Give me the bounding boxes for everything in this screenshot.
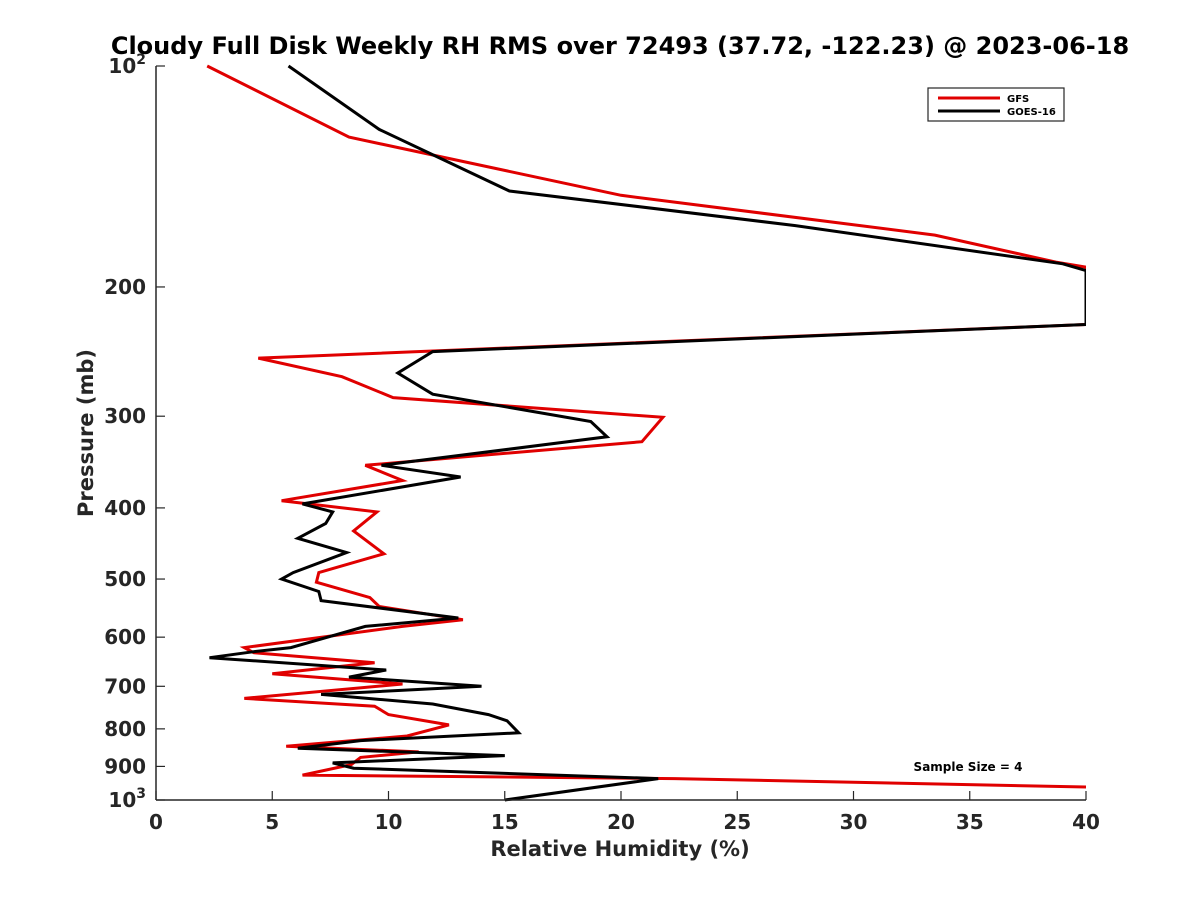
sample-size-annotation: Sample Size = 4 — [914, 760, 1023, 774]
x-tick-label: 30 — [840, 810, 868, 834]
x-tick-label: 40 — [1072, 810, 1100, 834]
series-line-goes-16 — [209, 64, 1086, 802]
y-tick-label: 700 — [104, 674, 146, 698]
legend-label-goes-16: GOES-16 — [1007, 107, 1056, 118]
y-tick-label: 200 — [104, 275, 146, 299]
y-tick-label: 800 — [104, 717, 146, 741]
y-axis-label: Pressure (mb) — [74, 349, 98, 517]
x-tick-label: 35 — [956, 810, 984, 834]
x-tick-label: 0 — [149, 810, 163, 834]
x-axis-label: Relative Humidity (%) — [490, 837, 749, 861]
y-tick-label: 300 — [104, 404, 146, 428]
x-tick-label: 20 — [607, 810, 635, 834]
y-tick-label: 102 — [108, 52, 146, 78]
series-layer — [206, 64, 1086, 802]
x-tick-label: 25 — [723, 810, 751, 834]
x-tick-label: 5 — [265, 810, 279, 834]
legend-label-gfs: GFS — [1007, 94, 1029, 105]
y-tick-label: 600 — [104, 625, 146, 649]
axes: 0 5 10 15 20 25 30 35 40 102 200 300 400 500 600 700 800… — [104, 52, 1100, 834]
series-line-gfs — [206, 64, 1086, 789]
y-tick-label: 900 — [104, 754, 146, 778]
legend: GFS GOES-16 — [927, 87, 1065, 122]
y-tick-label: 500 — [104, 567, 146, 591]
legend-box — [927, 87, 1065, 122]
y-tick-label: 400 — [104, 496, 146, 520]
x-tick-label: 10 — [375, 810, 403, 834]
x-tick-label: 15 — [491, 810, 519, 834]
y-tick-label: 103 — [108, 786, 146, 812]
chart-title: Cloudy Full Disk Weekly RH RMS over 7249… — [111, 32, 1129, 60]
